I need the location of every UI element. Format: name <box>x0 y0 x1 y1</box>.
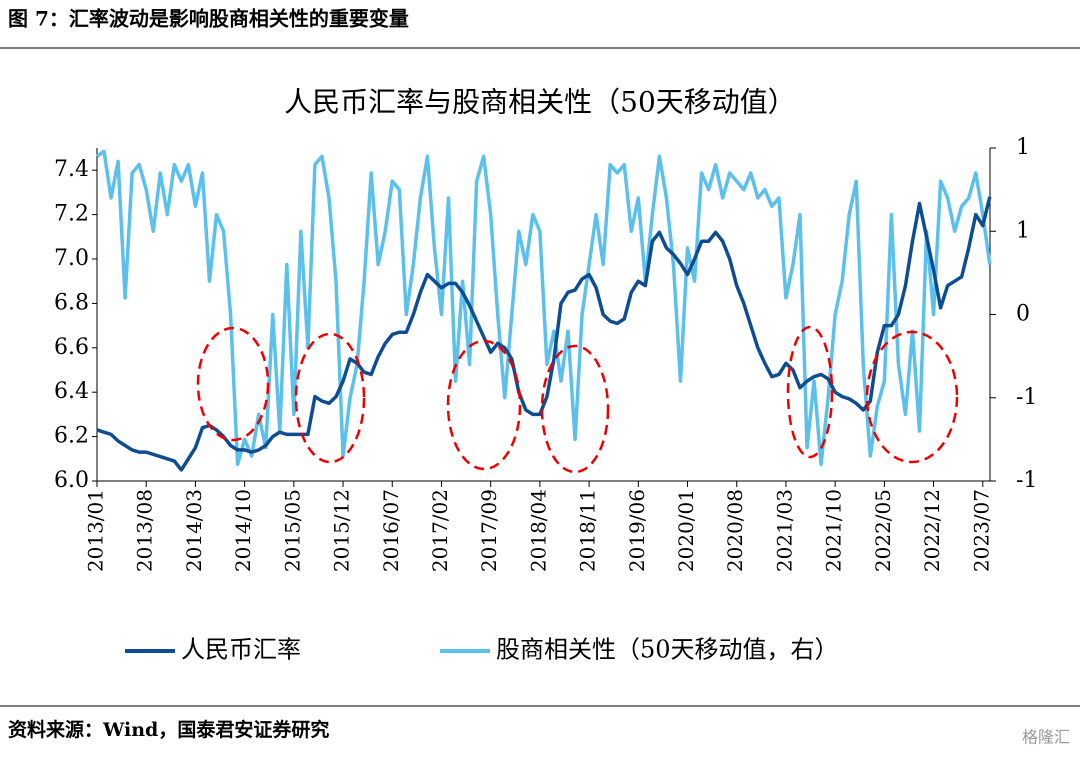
x-tick-label: 2014/10 <box>231 489 255 572</box>
ellipse <box>446 339 522 471</box>
legend-label: 股商相关性（50天移动值，右） <box>496 636 839 664</box>
x-tick-label: 2022/05 <box>871 489 895 572</box>
series-line <box>96 196 992 472</box>
x-tick-label: 2023/07 <box>969 489 993 572</box>
watermark: 格隆汇 <box>1022 728 1070 747</box>
x-tick-label: 2015/05 <box>280 489 304 572</box>
legend-label: 人民币汇率 <box>181 636 301 664</box>
y-tick-label: 6.4 <box>54 379 89 404</box>
y-tick-label: 6.6 <box>54 335 89 360</box>
x-tick-label: 2016/07 <box>379 489 403 572</box>
y-tick-label: 6.8 <box>54 290 89 315</box>
x-tick-label: 2015/12 <box>330 489 354 572</box>
x-tick-label: 2017/02 <box>428 489 452 572</box>
x-tick-label: 2018/04 <box>526 489 550 572</box>
chart-title: 人民币汇率与股商相关性（50天移动值） <box>284 86 796 119</box>
x-tick-label: 2021/10 <box>822 489 846 572</box>
y-tick-label: 7.2 <box>54 202 89 227</box>
x-tick-label: 2018/11 <box>576 489 600 572</box>
ellipse <box>196 326 270 442</box>
x-tick-label: 2013/01 <box>84 489 108 572</box>
x-tick-label: 2020/01 <box>674 489 698 572</box>
ellipse <box>294 332 366 464</box>
y-tick-label: 7.0 <box>54 246 89 271</box>
source: 资料来源：Wind，国泰君安证券研究 <box>8 718 329 741</box>
x-tick-label: 2013/08 <box>133 489 157 572</box>
y2-tick-label: 0 <box>1016 302 1030 327</box>
ellipse <box>786 325 834 459</box>
x-tick-label: 2017/09 <box>477 489 501 572</box>
x-tick-label: 2019/06 <box>625 489 649 572</box>
ellipse <box>865 330 959 464</box>
y2-tick-label: -1 <box>1016 468 1037 493</box>
ellipse <box>540 344 610 474</box>
series-line <box>95 149 992 467</box>
y-tick-label: 7.4 <box>54 157 89 182</box>
x-tick-label: 2020/08 <box>723 489 747 572</box>
x-tick-label: 2021/03 <box>772 489 796 572</box>
plot: 6.0 6.2 6.4 6.6 6.8 7.0 7.2 7.4 -1 -1 0 1 1 2013/01 20… <box>54 135 1037 664</box>
y2-tick-label: 1 <box>1016 218 1030 243</box>
highlight-ellipses <box>196 325 959 474</box>
y2-tick-label: 1 <box>1016 135 1030 160</box>
x-tick-label: 2022/12 <box>920 489 944 572</box>
y2-tick-label: -1 <box>1016 385 1037 410</box>
x-tick-label: 2014/03 <box>182 489 206 572</box>
y-tick-label: 6.2 <box>54 424 89 449</box>
figure-title: 图 7：汇率波动是影响股商相关性的重要变量 <box>8 7 409 31</box>
y-tick-label: 6.0 <box>54 468 89 493</box>
